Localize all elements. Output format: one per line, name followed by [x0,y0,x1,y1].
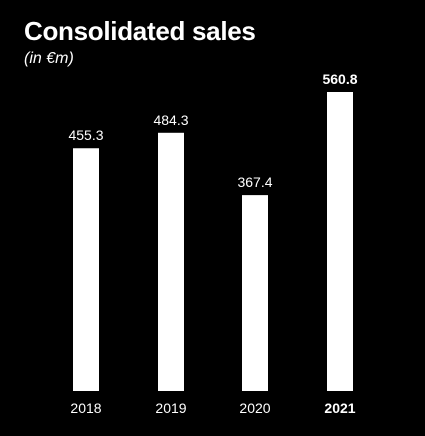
value-label-2019: 484.3 [153,112,188,128]
bars-group: 455.3 2018 484.3 2019 367.4 2020 560.8 2021 [68,71,357,416]
value-label-2020: 367.4 [237,174,272,190]
value-label-2021: 560.8 [322,71,357,87]
bar-2018 [73,148,99,391]
bar-2020 [242,195,268,391]
bar-2019 [158,132,184,391]
category-label-2020: 2020 [239,400,270,416]
chart-subtitle: (in €m) [24,50,74,67]
category-label-2019: 2019 [155,400,186,416]
chart-title: Consolidated sales [24,16,256,46]
category-label-2018: 2018 [70,400,101,416]
bar-2021 [327,92,353,391]
category-label-2021: 2021 [324,400,355,416]
value-label-2018: 455.3 [68,127,103,143]
